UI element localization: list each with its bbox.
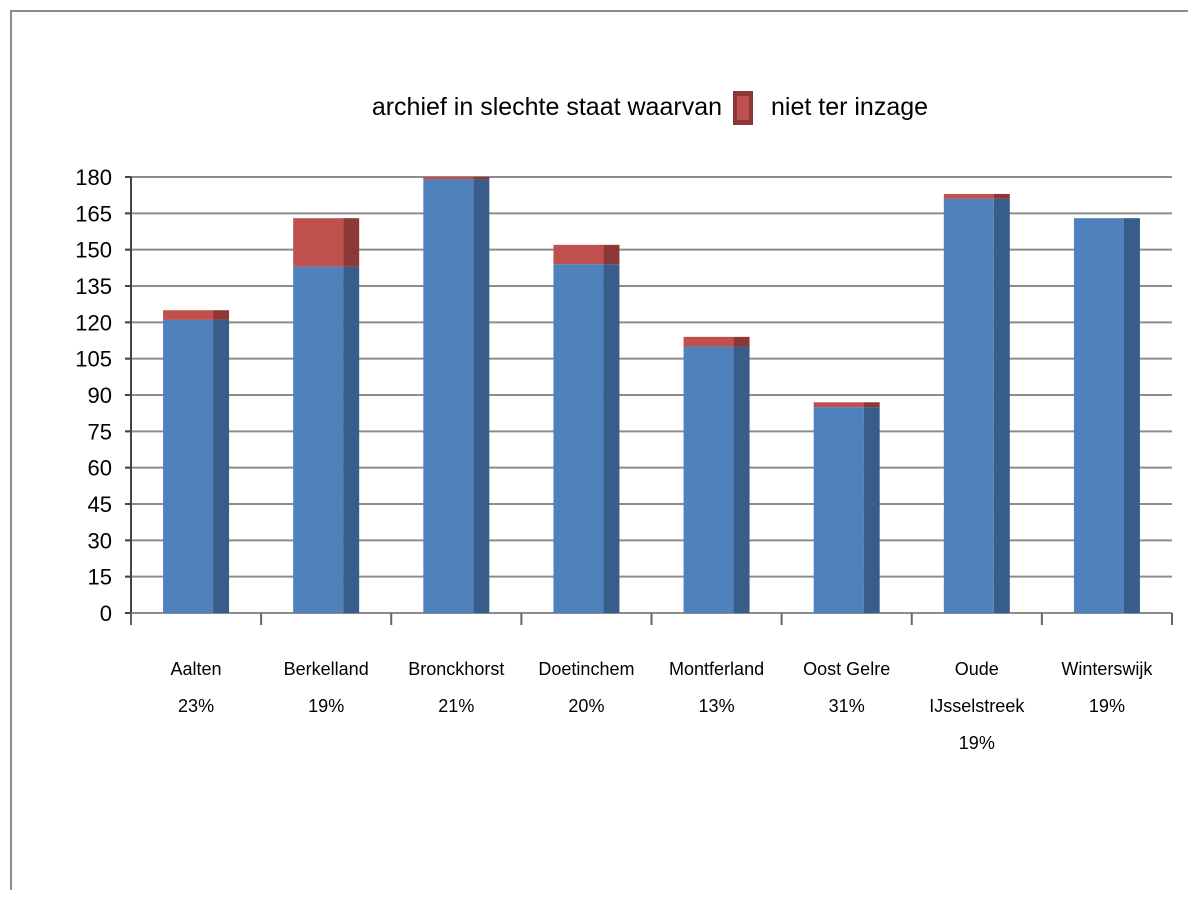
- y-tick-label: 135: [75, 274, 112, 299]
- y-tick-label: 120: [75, 310, 112, 335]
- y-tick-label: 15: [88, 565, 112, 590]
- bar-side-series-1: [863, 407, 880, 613]
- bar-front-series-1: [293, 266, 344, 613]
- x-category-label: 23%: [178, 696, 214, 716]
- bar-side-series-2: [343, 218, 360, 267]
- x-category-label: Berkelland: [284, 659, 369, 679]
- x-category-label: 13%: [699, 696, 735, 716]
- y-tick-label: 90: [88, 383, 112, 408]
- x-category-label: Doetinchem: [538, 659, 634, 679]
- bar-side-series-2: [603, 244, 620, 265]
- x-category-label: Aalten: [171, 659, 222, 679]
- bar-front-series-1: [1073, 218, 1124, 613]
- bar-front-series-1: [163, 319, 214, 613]
- bar-side-series-1: [603, 264, 620, 613]
- y-tick-label: 60: [88, 456, 112, 481]
- x-category-label: Bronckhorst: [408, 659, 504, 679]
- bar-front-series-1: [423, 179, 474, 613]
- bar-side-series-1: [473, 179, 490, 613]
- legend-label-niet-ter-inzage: niet ter inzage: [771, 93, 928, 121]
- x-category-label: Oude: [955, 659, 999, 679]
- bar-side-series-1: [343, 266, 360, 613]
- bar-front-series-2: [423, 177, 474, 180]
- chart-title-text: archief in slechte staat waarvan: [372, 93, 722, 121]
- bar-front-series-2: [943, 193, 994, 199]
- bar-side-series-2: [473, 177, 490, 180]
- y-axis-tick-labels: 0 15 30 45 60 75 90 105 120 135 150 165 180: [75, 165, 112, 626]
- y-tick-label: 45: [88, 492, 112, 517]
- bar-side-series-2: [733, 336, 750, 347]
- x-category-label: 21%: [438, 696, 474, 716]
- x-category-label: Montferland: [669, 659, 764, 679]
- bar-front-series-2: [553, 244, 604, 265]
- bar-side-series-1: [213, 319, 230, 613]
- y-tick-label: 165: [75, 201, 112, 226]
- x-category-label: IJsselstreek: [929, 696, 1025, 716]
- bar-side-series-2: [993, 193, 1010, 199]
- bar-front-series-2: [813, 402, 864, 408]
- x-category-label: 20%: [568, 696, 604, 716]
- bars: [163, 177, 1140, 614]
- x-category-label: 31%: [829, 696, 865, 716]
- y-tick-label: 75: [88, 419, 112, 444]
- x-category-label: 19%: [308, 696, 344, 716]
- y-tick-label: 180: [75, 165, 112, 190]
- gridlines: [125, 176, 1172, 614]
- chart-title: archief in slechte staat waarvan niet te…: [372, 91, 928, 125]
- y-tick-label: 0: [100, 601, 112, 626]
- x-axis-category-labels: Aalten 23% Berkelland 19% Bronckhorst 21% Doet…: [171, 659, 1154, 753]
- x-category-label: Oost Gelre: [803, 659, 890, 679]
- x-category-label: Winterswijk: [1061, 659, 1153, 679]
- legend-swatch-niet-ter-inzage: [733, 91, 753, 125]
- x-axis: [130, 177, 1173, 625]
- bar-front-series-1: [683, 346, 734, 613]
- bar-front-series-1: [813, 407, 864, 613]
- bar-front-series-1: [553, 264, 604, 613]
- x-category-label: 19%: [959, 733, 995, 753]
- bar-front-series-2: [163, 310, 214, 320]
- x-category-label: 19%: [1089, 696, 1125, 716]
- y-tick-label: 150: [75, 238, 112, 263]
- bar-side-series-1: [993, 198, 1010, 614]
- legend-swatch-inner: [737, 96, 749, 120]
- bar-side-series-2: [863, 402, 880, 408]
- chart-frame: [10, 10, 1188, 890]
- y-tick-label: 30: [88, 528, 112, 553]
- bar-front-series-1: [943, 198, 994, 614]
- bar-side-series-2: [213, 310, 230, 320]
- bar-side-series-1: [1123, 218, 1140, 613]
- bar-front-series-2: [293, 218, 344, 267]
- y-tick-label: 105: [75, 347, 112, 372]
- bar-side-series-1: [733, 346, 750, 613]
- bar-front-series-2: [683, 336, 734, 347]
